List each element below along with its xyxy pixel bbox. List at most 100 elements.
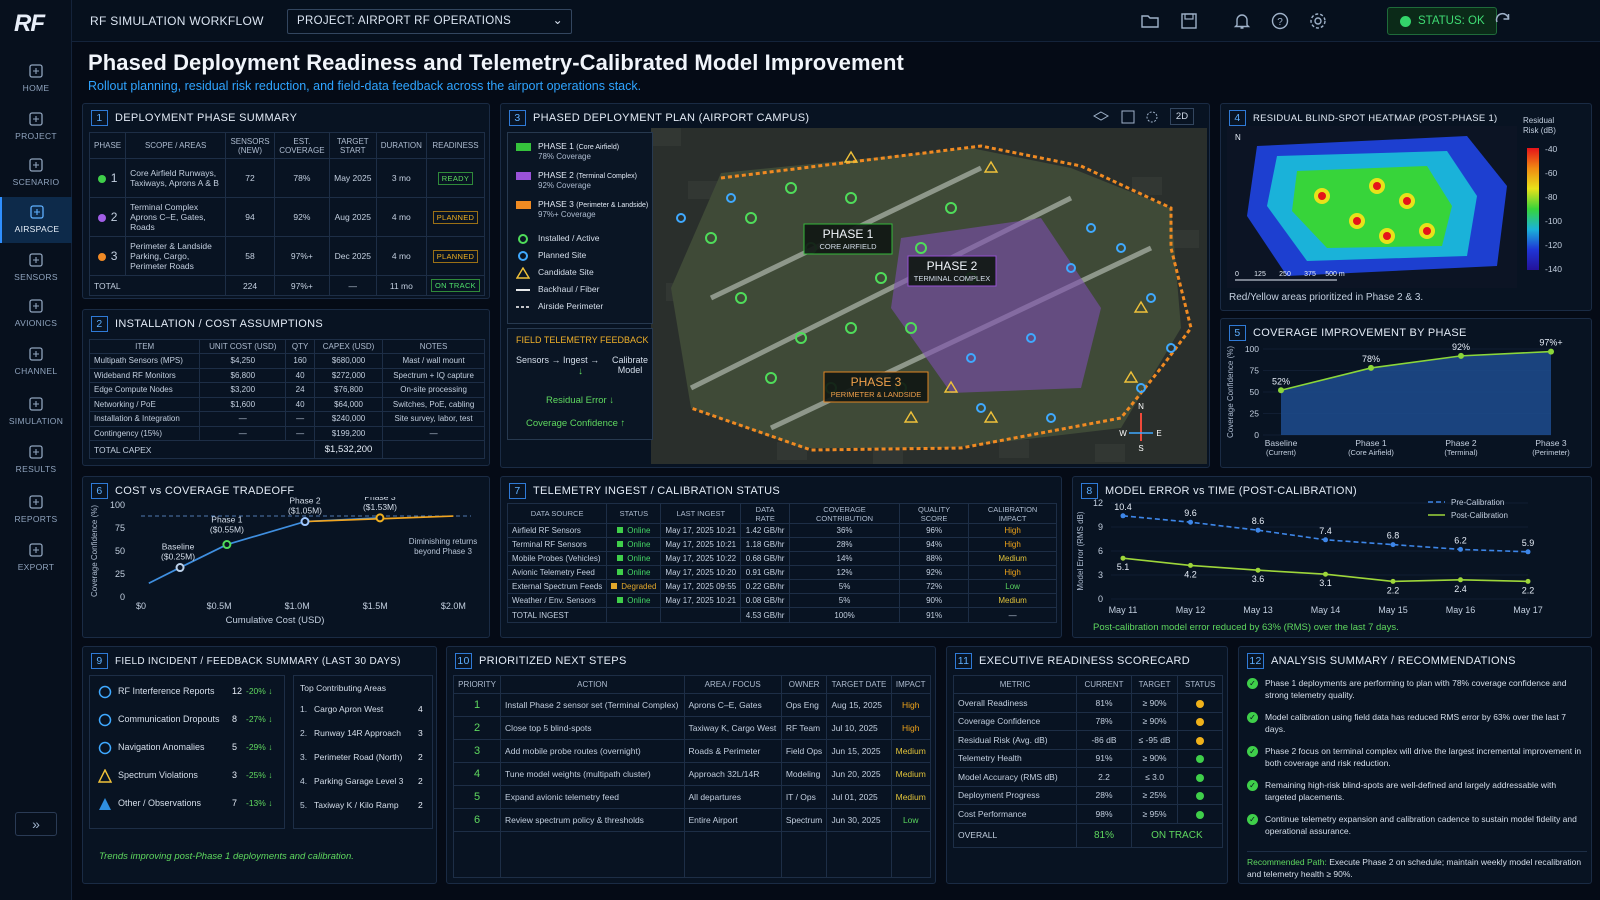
incident-row[interactable]: Navigation Anomalies 5 -29% ↓ <box>90 738 284 760</box>
table-row[interactable]: Installation & Integration — — $240,000 Site… <box>88 411 485 427</box>
planned-sensor-site[interactable] <box>726 193 736 203</box>
series-point[interactable] <box>1525 578 1531 584</box>
candidate-site[interactable] <box>1133 300 1149 313</box>
table-row[interactable]: 1 Core Airfield Runways, Taxiways, Aprons… <box>88 158 486 198</box>
planned-sensor-site[interactable] <box>976 403 986 413</box>
bell-icon[interactable] <box>1232 11 1252 31</box>
installed-sensor-site[interactable] <box>845 192 857 204</box>
expand-sidebar-button[interactable]: » <box>15 812 57 836</box>
planned-sensor-site[interactable] <box>1026 333 1036 343</box>
table-row[interactable]: Residual Risk (Avg. dB) -86 dB ≤ -95 dB <box>952 730 1223 750</box>
nav-item-sensors[interactable]: SENSORS <box>0 245 72 291</box>
candidate-site[interactable] <box>983 410 999 423</box>
series-point[interactable] <box>1120 513 1126 519</box>
table-row[interactable]: 1 Install Phase 2 sensor set (Terminal Co… <box>452 693 931 717</box>
candidate-site[interactable] <box>1123 370 1139 383</box>
view-mode-toggle[interactable]: 2D <box>1170 108 1194 125</box>
table-row[interactable]: Edge Compute Nodes $3,200 24 $76,800 On-site… <box>88 382 485 398</box>
candidate-site[interactable] <box>903 410 919 423</box>
incident-row[interactable]: Other / Observations 7 -13% ↓ <box>90 794 284 816</box>
area-name[interactable]: Taxiway K / Kilo Ramp <box>314 800 399 810</box>
cost-point[interactable] <box>222 540 232 550</box>
table-row[interactable]: Avionic Telemetry Feed Online May 17, 2025… <box>506 565 1057 580</box>
installed-sensor-site[interactable] <box>905 322 917 334</box>
table-row[interactable]: 4 Tune model weights (multipath cluster) A… <box>452 762 931 786</box>
table-row[interactable]: 5 Expand avionic telemetry feed All depart… <box>452 785 931 809</box>
table-row[interactable]: Overall Readiness 81% ≥ 90% <box>952 693 1223 713</box>
table-row[interactable]: Coverage Confidence 78% ≥ 90% <box>952 711 1223 731</box>
series-point[interactable] <box>1188 562 1193 568</box>
table-row[interactable]: Cost Performance 98% ≥ 95% <box>952 804 1223 824</box>
nav-item-airspace[interactable]: AIRSPACE <box>0 197 72 243</box>
cost-point[interactable] <box>375 513 385 523</box>
nav-item-project[interactable]: PROJECT <box>0 104 72 150</box>
planned-sensor-site[interactable] <box>676 213 686 223</box>
planned-sensor-site[interactable] <box>1086 223 1096 233</box>
series-point[interactable] <box>1390 542 1396 548</box>
series-point[interactable] <box>1323 537 1328 543</box>
planned-sensor-site[interactable] <box>966 353 976 363</box>
planned-sensor-site[interactable] <box>1116 243 1126 253</box>
table-row[interactable]: Weather / Env. Sensors Online May 17, 2025… <box>506 593 1057 608</box>
planned-sensor-site[interactable] <box>1136 383 1146 393</box>
table-row[interactable]: Telemetry Health 91% ≥ 90% <box>952 748 1223 768</box>
table-row[interactable]: Terminal RF Sensors Online May 17, 2025 10… <box>506 537 1057 552</box>
area-name[interactable]: Runway 14R Approach <box>314 728 401 738</box>
table-row[interactable]: Model Accuracy (RMS dB) 2.2 ≤ 3.0 <box>952 767 1223 787</box>
coverage-point[interactable] <box>1548 348 1554 355</box>
settings-icon[interactable] <box>1308 11 1328 31</box>
area-name[interactable]: Perimeter Road (North) <box>314 752 403 762</box>
nav-item-reports[interactable]: REPORTS <box>0 487 72 533</box>
installed-sensor-site[interactable] <box>705 232 717 244</box>
series-point[interactable] <box>1255 527 1261 533</box>
project-select[interactable]: PROJECT: AIRPORT RF OPERATIONS ⌄ <box>287 9 572 34</box>
installed-sensor-site[interactable] <box>915 242 927 254</box>
table-row[interactable]: Deployment Progress 28% ≥ 25% <box>952 785 1223 805</box>
planned-sensor-site[interactable] <box>1146 293 1156 303</box>
candidate-site[interactable] <box>983 160 999 173</box>
layers-icon[interactable] <box>1093 110 1109 124</box>
coverage-point[interactable] <box>1458 352 1464 359</box>
table-row[interactable]: 2 Close top 5 blind-spots Taxiway K, Cargo… <box>452 716 931 740</box>
nav-item-export[interactable]: EXPORT <box>0 535 72 581</box>
incident-row[interactable]: RF Interference Reports 12 -20% ↓ <box>90 682 284 704</box>
table-row[interactable]: Contingency (15%) — — $199,200— <box>88 425 485 441</box>
planned-sensor-site[interactable] <box>1046 413 1056 423</box>
installed-sensor-site[interactable] <box>945 202 957 214</box>
planned-sensor-site[interactable] <box>1066 263 1076 273</box>
series-point[interactable] <box>1255 567 1261 573</box>
table-row[interactable]: Wideband RF Monitors $6,800 40 $272,000 Spec… <box>88 367 485 383</box>
installed-sensor-site[interactable] <box>735 292 747 304</box>
table-row[interactable]: 6 Review spectrum policy & thresholds Enti… <box>452 808 931 832</box>
table-row[interactable]: 3 Add mobile probe routes (overnight) Road… <box>452 739 931 763</box>
table-row[interactable]: Networking / PoE $1,600 40 $64,000 Switches,… <box>88 396 485 412</box>
series-point[interactable] <box>1390 578 1396 584</box>
cost-point[interactable] <box>175 563 185 573</box>
save-icon[interactable] <box>1179 11 1199 31</box>
candidate-site[interactable] <box>843 150 859 163</box>
area-name[interactable]: Parking Garage Level 3 <box>314 776 404 786</box>
cost-point[interactable] <box>300 517 310 527</box>
save-view-icon[interactable] <box>1121 110 1135 124</box>
installed-sensor-site[interactable] <box>875 272 887 284</box>
incident-row[interactable]: Spectrum Violations 3 -25% ↓ <box>90 766 284 788</box>
table-row[interactable]: Airfield RF Sensors Online May 17, 2025 10… <box>506 523 1057 538</box>
candidate-site[interactable] <box>943 380 959 393</box>
table-row[interactable]: Multipath Sensors (MPS) $4,250 160 $680,000… <box>88 353 485 369</box>
nav-item-home[interactable]: HOME <box>0 56 72 102</box>
folder-icon[interactable] <box>1140 11 1160 31</box>
series-point[interactable] <box>1525 549 1531 555</box>
blind-spot-heatmap[interactable]: N 0 125 250 375 500 m <box>1227 126 1517 288</box>
series-point[interactable] <box>1323 571 1328 577</box>
series-point[interactable] <box>1188 519 1193 525</box>
nav-item-avionics[interactable]: AVIONICS <box>0 291 72 337</box>
coverage-point[interactable] <box>1278 387 1284 394</box>
installed-sensor-site[interactable] <box>795 332 807 344</box>
table-row[interactable]: External Spectrum Feeds Degraded May 17, 2… <box>506 579 1057 594</box>
refresh-icon[interactable] <box>1493 11 1513 31</box>
nav-item-scenario[interactable]: SCENARIO <box>0 150 72 196</box>
planned-sensor-site[interactable] <box>1166 343 1176 353</box>
series-point[interactable] <box>1120 555 1126 561</box>
series-point[interactable] <box>1458 577 1463 583</box>
